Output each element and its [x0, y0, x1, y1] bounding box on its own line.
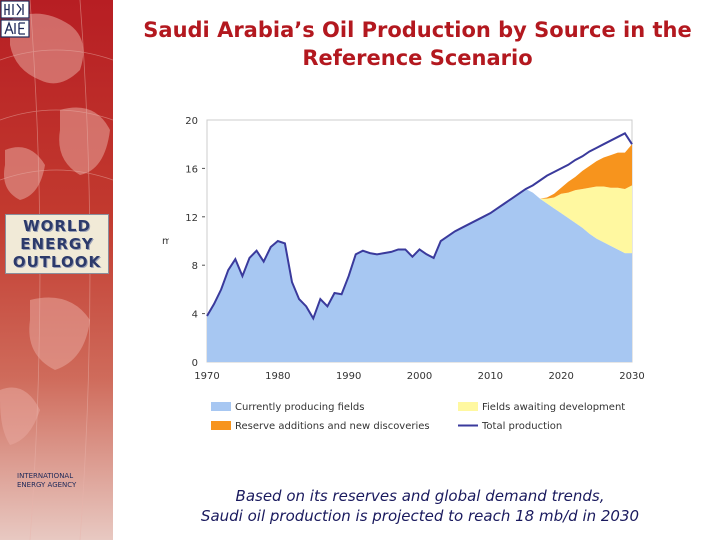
legend-label: Fields awaiting development: [482, 402, 625, 413]
area-reserve-additions: [539, 144, 632, 199]
x-tick-label: 2010: [478, 371, 503, 382]
legend-swatch: [458, 402, 478, 411]
x-tick-label: 2020: [548, 371, 573, 382]
y-tick-label: 16: [185, 164, 198, 175]
y-tick-label: 8: [192, 261, 198, 272]
y-axis-title: mb/d: [162, 233, 195, 247]
y-axis: 0 4 8 12 16 20: [185, 116, 205, 369]
logo-line-outlook: OUTLOOK: [12, 253, 102, 271]
y-tick-label: 20: [185, 116, 198, 127]
page-title: Saudi Arabia’s Oil Production by Source …: [135, 16, 700, 72]
iea-name-line-1: INTERNATIONAL: [17, 472, 74, 480]
x-tick-label: 1970: [194, 371, 219, 382]
x-tick-label: 1980: [265, 371, 290, 382]
chart-caption: Based on its reserves and global demand …: [150, 486, 690, 526]
line-total-production: [206, 132, 633, 321]
logo-line-energy: ENERGY: [20, 235, 94, 253]
line-layers: [206, 132, 633, 321]
x-axis: 1970 1980 1990 2000 2010 2020 2030: [194, 371, 644, 382]
caption-line-1: Based on its reserves and global demand …: [235, 487, 605, 505]
y-tick-label: 12: [185, 213, 198, 224]
legend-label: Currently producing fields: [235, 402, 364, 413]
area-awaiting-development: [539, 185, 632, 254]
x-tick-label: 1990: [336, 371, 361, 382]
world-energy-outlook-logo: WORLD ENERGY OUTLOOK: [5, 214, 109, 274]
logo-line-world: WORLD: [23, 217, 91, 235]
world-map-graphic: [0, 0, 113, 540]
iea-name: INTERNATIONAL ENERGY AGENCY: [17, 472, 107, 490]
y-tick-label: 4: [192, 310, 198, 321]
caption-line-2: Saudi oil production is projected to rea…: [200, 507, 640, 525]
legend-label: Reserve additions and new discoveries: [235, 421, 430, 432]
iea-logo-icon: [0, 0, 30, 38]
legend-swatch: [211, 402, 231, 411]
legend-label: Total production: [481, 421, 562, 432]
title-line-2: Reference Scenario: [302, 46, 533, 70]
y-tick-label: 0: [192, 358, 198, 369]
title-line-1: Saudi Arabia’s Oil Production by Source …: [143, 18, 692, 42]
x-tick-label: 2030: [619, 371, 644, 382]
iea-name-line-2: ENERGY AGENCY: [17, 481, 77, 489]
sidebar-banner: WORLD ENERGY OUTLOOK INTERNATIONAL ENERG…: [0, 0, 113, 540]
y-label-mask: [169, 233, 195, 247]
legend-swatch: [211, 421, 231, 430]
chart-legend: Currently producing fields Fields awaitin…: [211, 402, 625, 432]
x-tick-label: 2000: [407, 371, 432, 382]
